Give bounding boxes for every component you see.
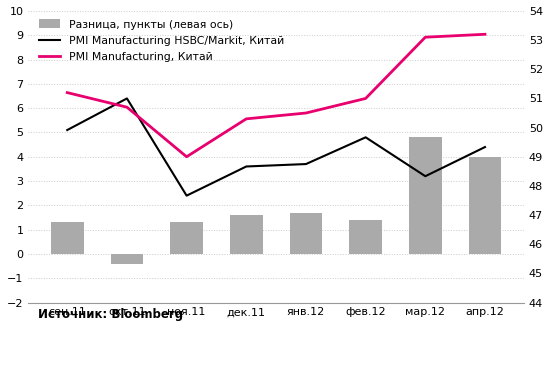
Line: PMI Manufacturing HSBC/Markit, Китай: PMI Manufacturing HSBC/Markit, Китай — [67, 99, 485, 196]
Line: PMI Manufacturing, Китай: PMI Manufacturing, Китай — [67, 34, 485, 157]
PMI Manufacturing HSBC/Markit, Китай — [362, 135, 369, 139]
PMI Manufacturing HSBC/Markit, Китай — [482, 145, 488, 149]
Bar — [469, 157, 502, 254]
PMI Manufacturing HSBC/Markit, Китай — [422, 174, 428, 179]
Bar — [409, 137, 442, 254]
Legend: Разница, пункты (левая ось), PMI Manufacturing HSBC/Markit, Китай, PMI Manufactu: Разница, пункты (левая ось), PMI Manufac… — [39, 19, 284, 62]
PMI Manufacturing, Китай — [243, 117, 250, 121]
PMI Manufacturing HSBC/Markit, Китай — [64, 128, 70, 132]
Bar — [349, 220, 382, 254]
Bar — [230, 215, 263, 254]
Text: Источник: Bloomberg: Источник: Bloomberg — [38, 308, 183, 321]
PMI Manufacturing, Китай — [482, 32, 488, 37]
PMI Manufacturing, Китай — [64, 90, 70, 95]
PMI Manufacturing, Китай — [302, 111, 309, 115]
Bar — [289, 213, 322, 254]
PMI Manufacturing HSBC/Markit, Китай — [124, 96, 130, 101]
PMI Manufacturing HSBC/Markit, Китай — [183, 193, 190, 198]
PMI Manufacturing, Китай — [362, 96, 369, 101]
Bar — [170, 223, 203, 254]
PMI Manufacturing, Китай — [183, 155, 190, 159]
PMI Manufacturing HSBC/Markit, Китай — [243, 164, 250, 169]
PMI Manufacturing, Китай — [124, 105, 130, 109]
PMI Manufacturing HSBC/Markit, Китай — [302, 162, 309, 166]
PMI Manufacturing, Китай — [422, 35, 428, 39]
Bar — [51, 223, 84, 254]
Bar — [111, 254, 144, 264]
